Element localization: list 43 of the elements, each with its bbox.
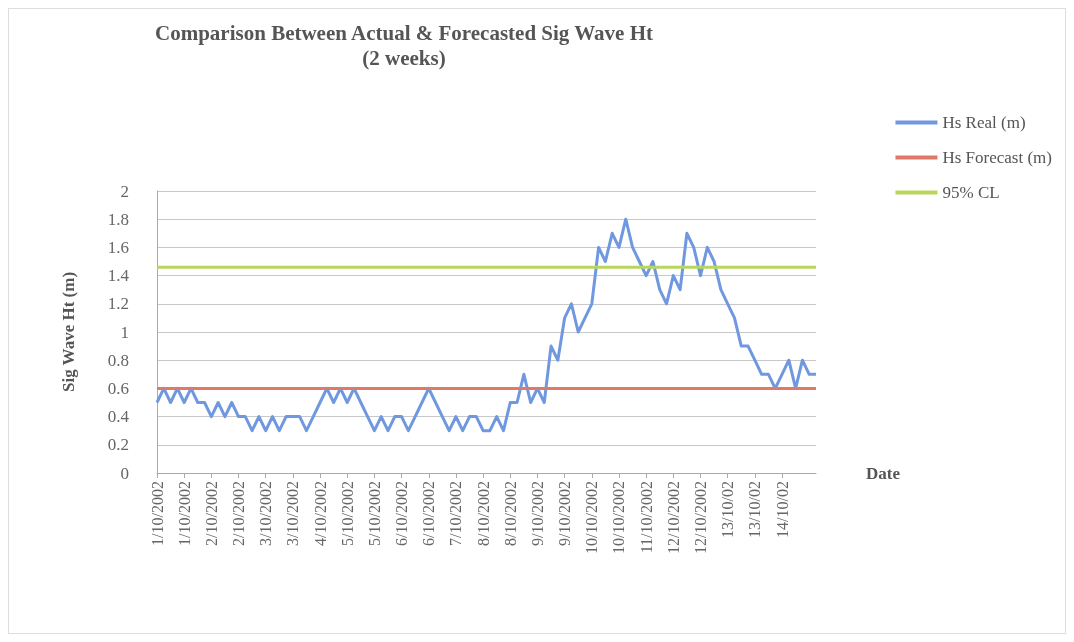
chart-subtitle: (2 weeks) [362, 45, 446, 70]
y-tick-label: 1.6 [107, 237, 129, 257]
x-tick-label: 1/10/2002 [175, 481, 193, 546]
x-tick-label: 2/10/2002 [202, 481, 220, 546]
x-tick-label: 12/10/2002 [664, 481, 682, 554]
y-tick-label: 0.6 [107, 378, 129, 398]
x-tick-label: 1/10/2002 [148, 481, 166, 546]
chart-title: Comparison Between Actual & Forecasted Sig Wave Ht [155, 20, 653, 45]
y-tick-label: 1.2 [107, 294, 129, 314]
line-series [155, 217, 818, 433]
x-tick-label: 5/10/2002 [338, 481, 356, 546]
x-tick-label: 3/10/2002 [284, 481, 302, 546]
legend-label: Hs Forecast (m) [942, 148, 1052, 167]
x-tick-label: 3/10/2002 [257, 481, 275, 546]
legend-label: Hs Real (m) [942, 113, 1026, 132]
x-tick-label: 8/10/2002 [474, 481, 492, 546]
x-tick-label: 13/10/02 [746, 481, 764, 538]
x-tick-label: 14/10/02 [773, 481, 791, 538]
y-tick-label: 0.2 [107, 435, 129, 455]
x-tick-label: 2/10/2002 [230, 481, 248, 546]
x-tick-label: 10/10/2002 [583, 481, 601, 554]
x-tick-label: 12/10/2002 [692, 481, 710, 554]
y-axis-title: Sig Wave Ht (m) [59, 271, 78, 393]
x-tick-label: 13/10/02 [719, 481, 737, 538]
y-tick-label: 1 [120, 322, 129, 342]
x-tick-label: 10/10/2002 [610, 481, 628, 554]
x-tick-label: 5/10/2002 [365, 481, 383, 546]
y-tick-label: 1.4 [107, 266, 130, 286]
x-tick-label: 6/10/2002 [393, 481, 411, 546]
x-tick-label: 6/10/2002 [420, 481, 438, 546]
x-tick-label: 4/10/2002 [311, 481, 329, 546]
x-tick-label: 9/10/2002 [528, 481, 546, 546]
x-tick-label: 7/10/2002 [447, 481, 465, 546]
y-tick-label: 0.4 [107, 407, 130, 427]
y-tick-label: 0 [120, 463, 129, 483]
legend-label: 95% CL [942, 183, 1000, 202]
y-tick-label: 2 [120, 181, 129, 201]
x-tick-label: 8/10/2002 [501, 481, 519, 546]
x-tick-label: 11/10/2002 [637, 481, 655, 554]
y-tick-label: 0.8 [107, 350, 129, 370]
x-axis-title: Date [866, 463, 901, 483]
y-tick-label: 1.8 [107, 209, 129, 229]
x-tick-label: 9/10/2002 [556, 481, 574, 546]
